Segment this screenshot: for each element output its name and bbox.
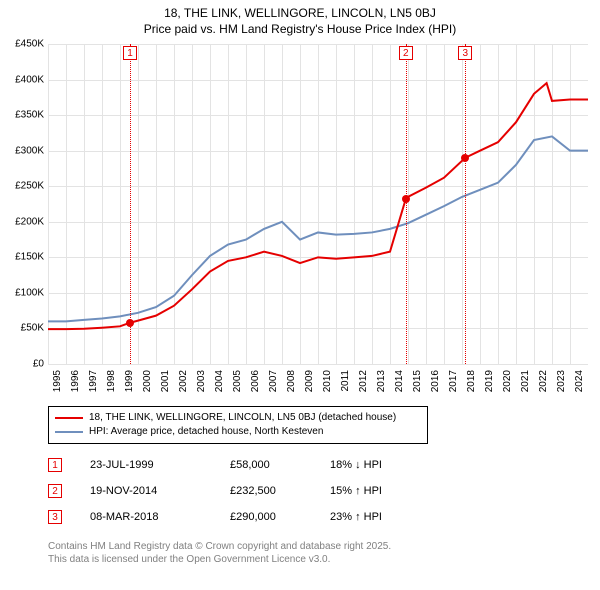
y-tick-label: £250K [15, 181, 44, 192]
tx-delta: 15% ↑ HPI [330, 485, 450, 497]
y-tick-label: £50K [21, 323, 44, 334]
tx-price: £290,000 [230, 511, 330, 523]
event-label-box: 3 [458, 46, 472, 60]
event-label-box: 2 [399, 46, 413, 60]
series-property-line [48, 83, 588, 329]
x-tick-label: 2001 [160, 370, 171, 392]
x-tick-label: 2004 [214, 370, 225, 392]
table-row: 2 19-NOV-2014 £232,500 15% ↑ HPI [48, 478, 450, 504]
legend-swatch [55, 417, 83, 419]
transaction-table: 1 23-JUL-1999 £58,000 18% ↓ HPI 2 19-NOV… [48, 452, 450, 530]
x-tick-label: 2014 [394, 370, 405, 392]
y-tick-label: £450K [15, 39, 44, 50]
title-line-2: Price paid vs. HM Land Registry's House … [0, 22, 600, 38]
tx-date: 19-NOV-2014 [90, 485, 230, 497]
tx-price: £232,500 [230, 485, 330, 497]
table-row: 3 08-MAR-2018 £290,000 23% ↑ HPI [48, 504, 450, 530]
event-vertical-line [130, 44, 131, 364]
footnote-line: Contains HM Land Registry data © Crown c… [48, 540, 391, 553]
x-tick-label: 1999 [124, 370, 135, 392]
x-tick-label: 1996 [70, 370, 81, 392]
x-tick-label: 2013 [376, 370, 387, 392]
table-row: 1 23-JUL-1999 £58,000 18% ↓ HPI [48, 452, 450, 478]
x-tick-label: 2021 [520, 370, 531, 392]
y-tick-label: £100K [15, 287, 44, 298]
x-tick-label: 2019 [484, 370, 495, 392]
x-tick-label: 2009 [304, 370, 315, 392]
x-tick-label: 2005 [232, 370, 243, 392]
x-tick-label: 1997 [88, 370, 99, 392]
tx-date: 08-MAR-2018 [90, 511, 230, 523]
x-tick-label: 2010 [322, 370, 333, 392]
x-tick-label: 2015 [412, 370, 423, 392]
legend-label: 18, THE LINK, WELLINGORE, LINCOLN, LN5 0… [89, 411, 396, 425]
x-tick-label: 2016 [430, 370, 441, 392]
tx-price: £58,000 [230, 459, 330, 471]
x-tick-label: 2022 [538, 370, 549, 392]
title-line-1: 18, THE LINK, WELLINGORE, LINCOLN, LN5 0… [0, 6, 600, 22]
x-tick-label: 2007 [268, 370, 279, 392]
event-marker-box: 3 [48, 510, 62, 524]
event-marker-box: 1 [48, 458, 62, 472]
x-tick-label: 2008 [286, 370, 297, 392]
legend: 18, THE LINK, WELLINGORE, LINCOLN, LN5 0… [48, 406, 428, 444]
y-tick-label: £200K [15, 216, 44, 227]
legend-swatch [55, 431, 83, 433]
event-vertical-line [465, 44, 466, 364]
legend-row: 18, THE LINK, WELLINGORE, LINCOLN, LN5 0… [55, 411, 421, 425]
event-marker-dot [126, 319, 134, 327]
x-tick-label: 2024 [574, 370, 585, 392]
x-tick-label: 2023 [556, 370, 567, 392]
x-tick-label: 2000 [142, 370, 153, 392]
tx-delta: 18% ↓ HPI [330, 459, 450, 471]
x-tick-label: 2012 [358, 370, 369, 392]
x-tick-label: 2006 [250, 370, 261, 392]
y-tick-label: £150K [15, 252, 44, 263]
x-tick-label: 2018 [466, 370, 477, 392]
event-vertical-line [406, 44, 407, 364]
y-tick-label: £300K [15, 145, 44, 156]
gridline-h [48, 364, 588, 365]
x-tick-label: 1995 [52, 370, 63, 392]
x-tick-label: 2020 [502, 370, 513, 392]
series-hpi-line [48, 136, 588, 321]
event-marker-dot [402, 195, 410, 203]
footnote-line: This data is licensed under the Open Gov… [48, 553, 391, 566]
x-tick-label: 1998 [106, 370, 117, 392]
event-label-box: 1 [123, 46, 137, 60]
x-tick-label: 2003 [196, 370, 207, 392]
legend-row: HPI: Average price, detached house, Nort… [55, 425, 421, 439]
x-tick-label: 2002 [178, 370, 189, 392]
y-tick-label: £350K [15, 110, 44, 121]
chart-area: 1 2 3 [48, 44, 588, 364]
event-marker-dot [461, 154, 469, 162]
y-tick-label: £0 [33, 359, 44, 370]
x-tick-label: 2017 [448, 370, 459, 392]
footnote: Contains HM Land Registry data © Crown c… [48, 540, 391, 566]
tx-delta: 23% ↑ HPI [330, 511, 450, 523]
x-tick-label: 2011 [340, 370, 351, 392]
tx-date: 23-JUL-1999 [90, 459, 230, 471]
chart-title-block: 18, THE LINK, WELLINGORE, LINCOLN, LN5 0… [0, 0, 600, 37]
event-marker-box: 2 [48, 484, 62, 498]
line-series-svg [48, 44, 588, 364]
legend-label: HPI: Average price, detached house, Nort… [89, 425, 323, 439]
y-tick-label: £400K [15, 74, 44, 85]
